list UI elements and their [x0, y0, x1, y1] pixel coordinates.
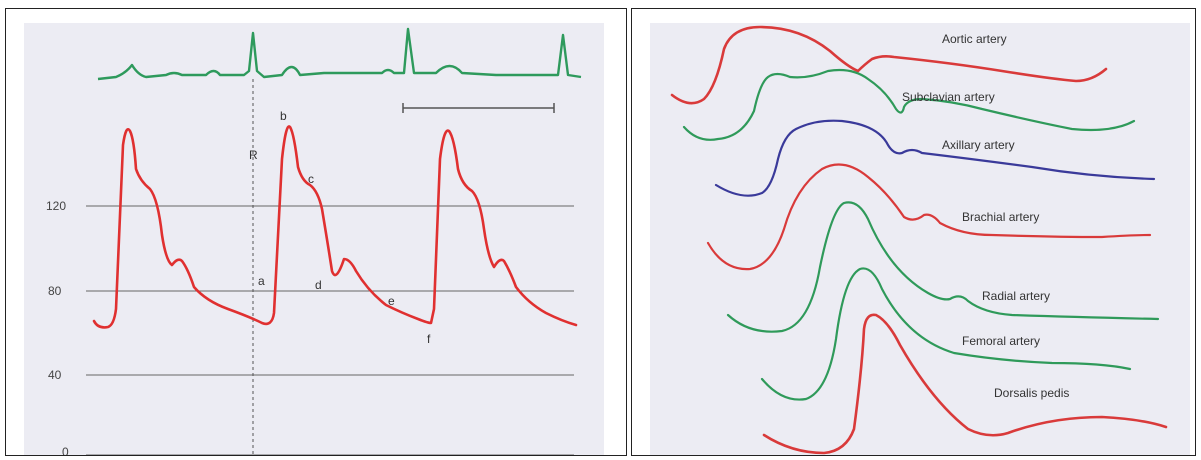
brachial-artery-label: Brachial artery: [962, 210, 1039, 224]
subclavian-artery-waveform: [682, 68, 1136, 141]
brachial-artery-waveform: [706, 163, 1152, 271]
radial-artery-waveform: [726, 201, 1160, 333]
plot-background: [24, 23, 604, 455]
label-e: e: [388, 294, 395, 308]
y-tick-120: 120: [46, 199, 66, 213]
arterial-waveforms-panel: Aortic artery Subclavian artery Axillary…: [631, 8, 1196, 456]
time-scale-bar: [402, 103, 555, 113]
label-b: b: [280, 109, 287, 123]
label-f: f: [427, 332, 431, 346]
arterial-waveforms-svg: Aortic artery Subclavian artery Axillary…: [650, 23, 1190, 455]
label-a: a: [258, 274, 265, 288]
femoral-artery-label: Femoral artery: [962, 334, 1040, 348]
axillary-artery-waveform: [714, 119, 1156, 197]
pressure-ecg-svg: 120 80 40 0 R b c a d e f: [24, 23, 604, 459]
dorsalis-pedis-waveform: [762, 313, 1168, 455]
y-tick-40: 40: [48, 368, 62, 382]
aortic-artery-label: Aortic artery: [942, 32, 1007, 46]
pressure-ecg-panel: 120 80 40 0 R b c a d e f: [5, 8, 627, 459]
label-d: d: [315, 278, 322, 292]
ecg-trace: [97, 27, 582, 81]
y-tick-80: 80: [48, 284, 62, 298]
subclavian-artery-label: Subclavian artery: [902, 90, 995, 104]
dorsalis-pedis-label: Dorsalis pedis: [994, 386, 1069, 400]
y-tick-0: 0: [62, 445, 69, 455]
axillary-artery-label: Axillary artery: [942, 138, 1015, 152]
label-c: c: [308, 172, 314, 186]
label-R: R: [249, 148, 258, 162]
femoral-artery-waveform: [760, 267, 1132, 401]
aortic-pressure-trace: [92, 125, 578, 329]
aortic-artery-waveform: [670, 25, 1108, 105]
waveforms-background: [650, 23, 1190, 455]
radial-artery-label: Radial artery: [982, 289, 1050, 303]
